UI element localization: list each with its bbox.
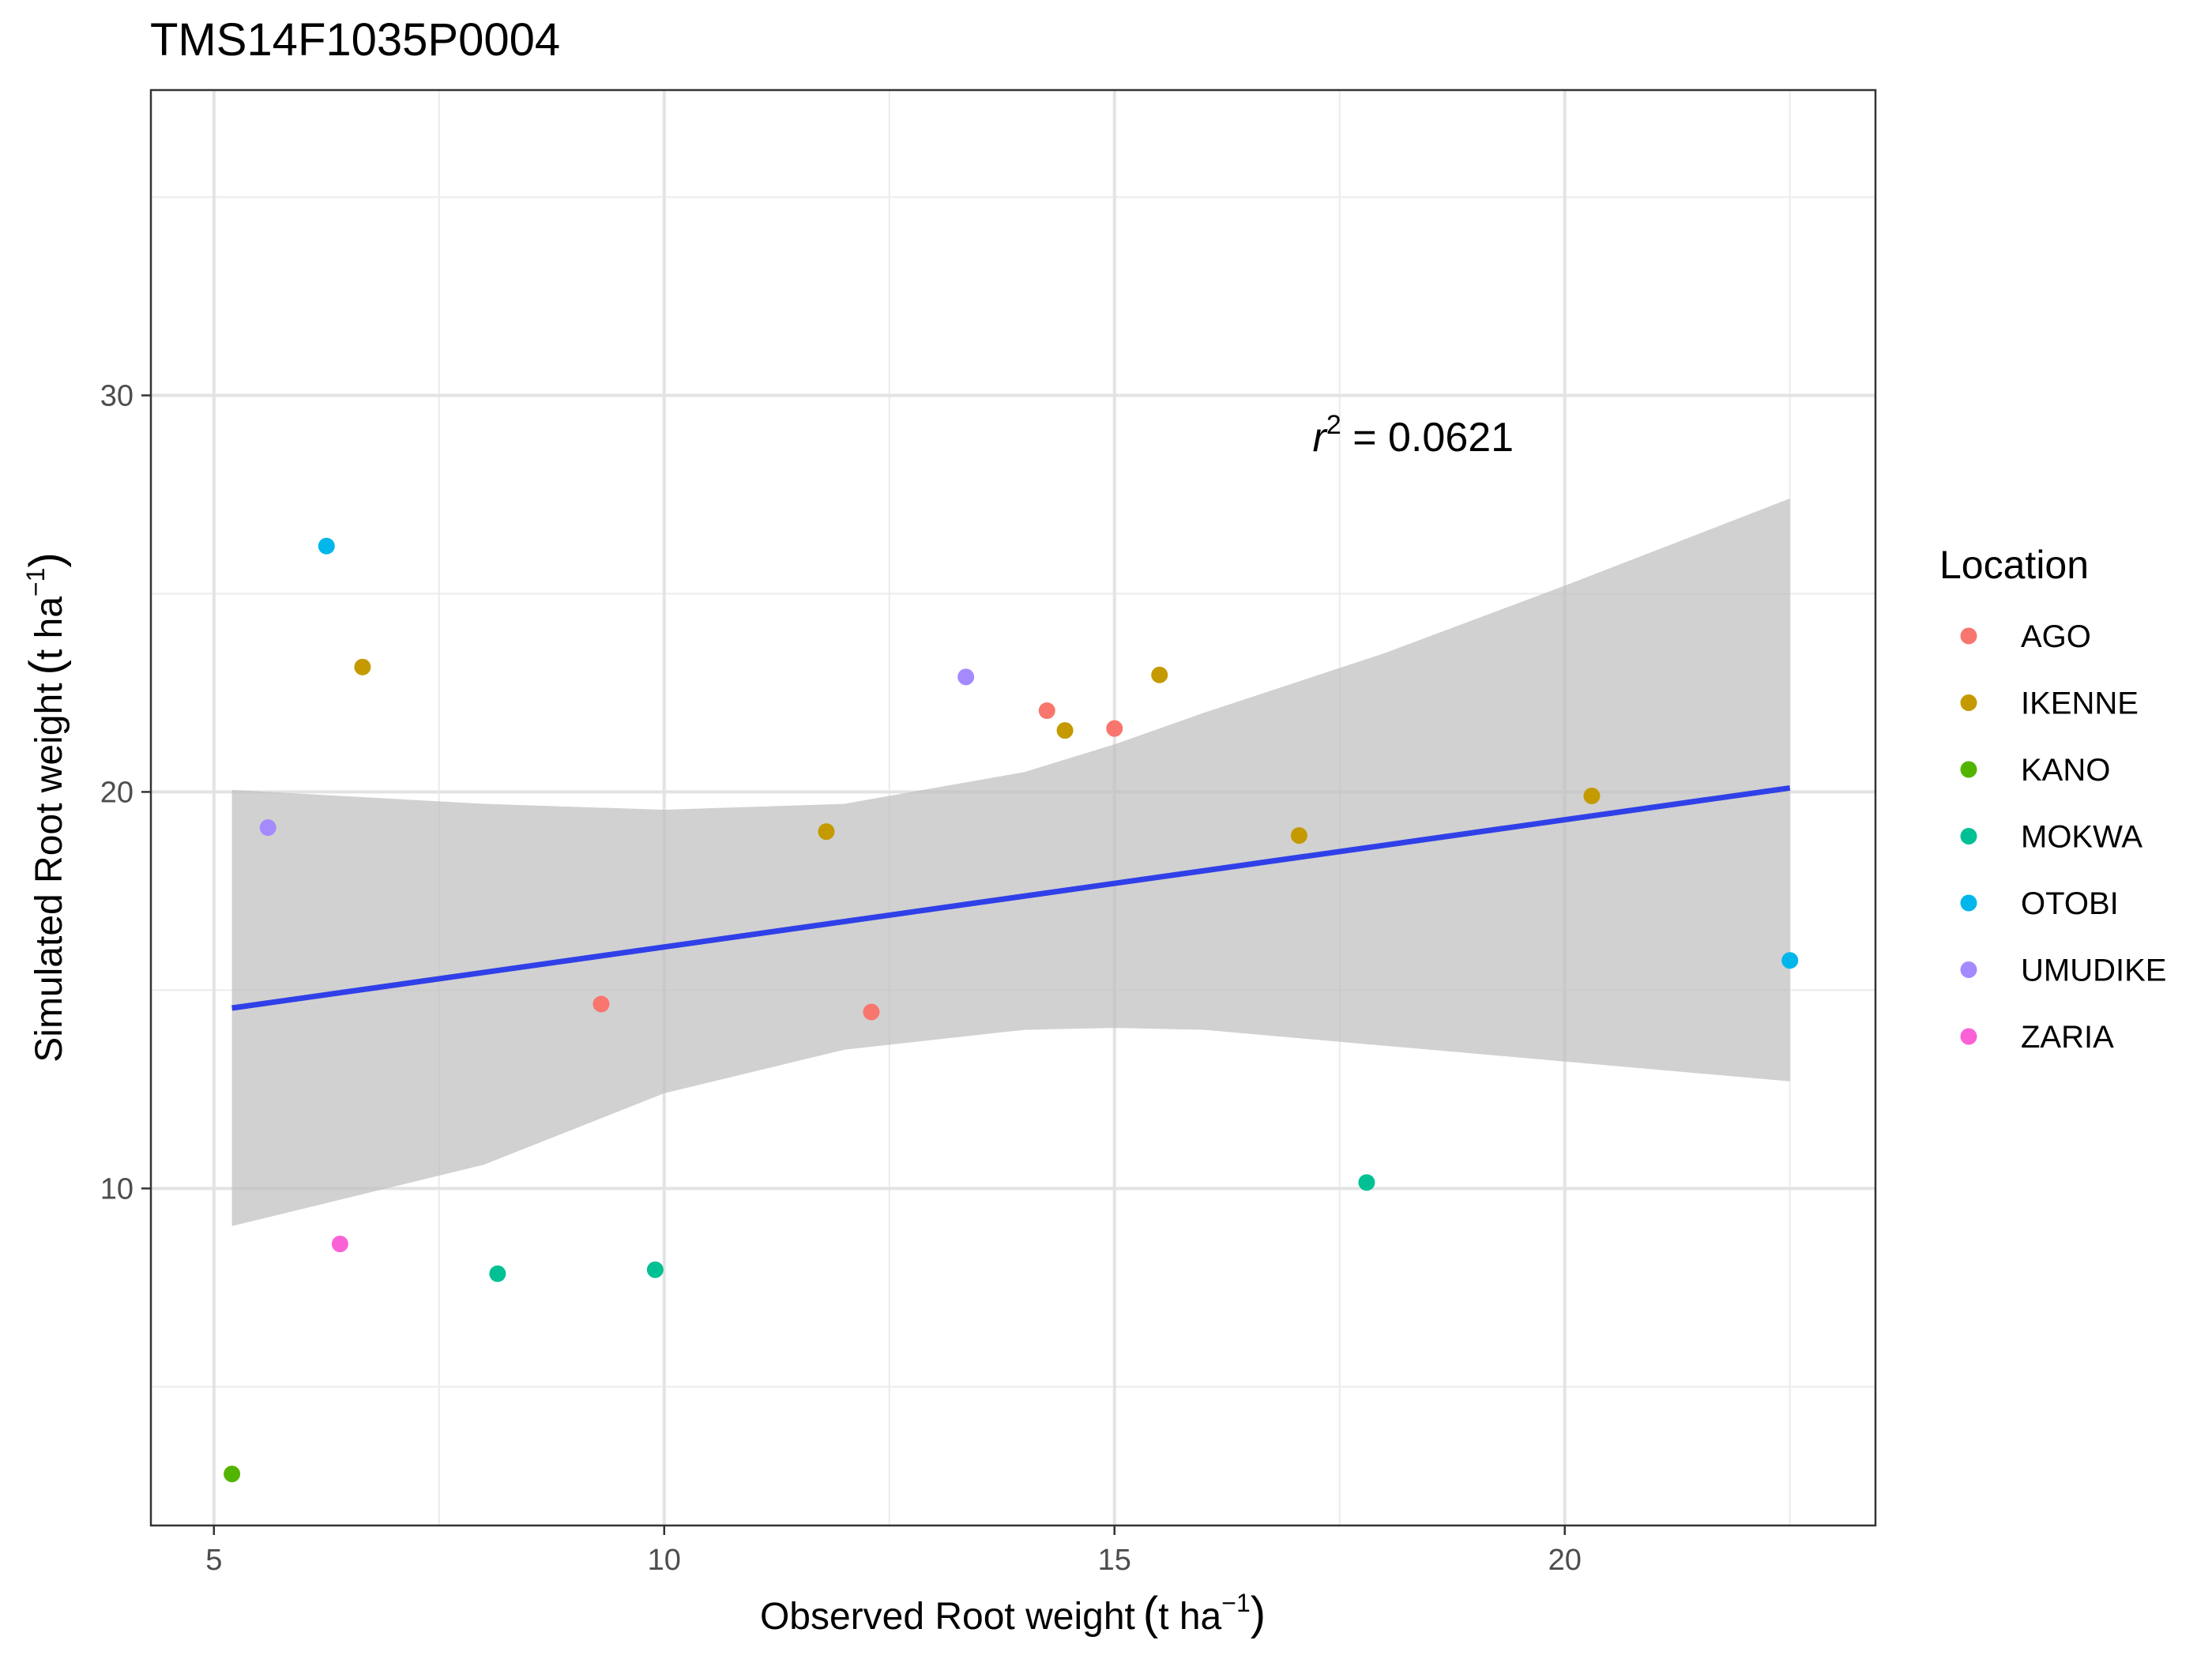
y-axis-unit-sup: −1: [21, 568, 50, 596]
fit-line-group: [231, 784, 1791, 1011]
legend-label-mokwa: MOKWA: [2021, 820, 2142, 855]
y-tick-label: 30: [100, 379, 134, 412]
legend-key-mokwa: [1960, 828, 1977, 845]
y-axis-unit-open: (: [21, 660, 72, 675]
y-axis-ticks: 10 20 30: [100, 379, 151, 1206]
chart-title: TMS14F1035P0004: [150, 14, 560, 66]
legend-label-otobi: OTOBI: [2021, 886, 2119, 921]
point-mokwa: [1358, 1174, 1375, 1191]
y-tick-label: 10: [100, 1172, 134, 1206]
point-ikenne: [1151, 666, 1168, 683]
x-axis-ticks: 5 10 15 20: [205, 1525, 1582, 1577]
annotation-value: = 0.0621: [1341, 415, 1514, 461]
x-tick-label: 10: [648, 1544, 681, 1577]
point-ikenne: [818, 823, 835, 841]
point-kano: [224, 1465, 241, 1483]
y-axis-title: Simulated Root weight (t ha−1): [21, 552, 72, 1062]
point-ago: [1038, 702, 1055, 720]
legend-label-umudike: UMUDIKE: [2021, 954, 2166, 988]
x-axis-title: Observed Root weight (t ha−1): [760, 1588, 1266, 1639]
plot-area: [149, 88, 1877, 1527]
x-axis-unit-text: t ha: [1158, 1596, 1221, 1638]
annotation-sup: 2: [1326, 410, 1341, 440]
legend-entries: AGO IKENNE KANO MOKWA OTOBI UMUDIKE ZARIA: [1960, 619, 2166, 1055]
confidence-band-group: [231, 498, 1790, 1226]
data-points: [224, 537, 1799, 1483]
x-tick-label: 5: [205, 1544, 222, 1577]
legend-label-ikenne: IKENNE: [2021, 687, 2139, 721]
legend-key-kano: [1960, 761, 1977, 778]
point-ago: [863, 1003, 880, 1021]
legend-key-zaria: [1960, 1028, 1977, 1045]
legend-key-umudike: [1960, 961, 1977, 978]
legend-label-kano: KANO: [2021, 753, 2110, 788]
legend-label-zaria: ZARIA: [2021, 1020, 2114, 1055]
x-axis-unit-sup: −1: [1221, 1589, 1250, 1617]
plot-border: [149, 88, 1877, 1527]
x-tick-label: 15: [1098, 1544, 1131, 1577]
point-ikenne: [1290, 827, 1307, 845]
point-zaria: [331, 1236, 348, 1253]
y-axis-unit-text: t ha: [28, 596, 70, 660]
point-ago: [592, 995, 610, 1013]
point-mokwa: [489, 1265, 506, 1282]
y-tick-label: 20: [100, 776, 134, 809]
x-axis-unit-open: (: [1143, 1588, 1158, 1639]
point-ikenne: [354, 658, 371, 675]
legend-key-ikenne: [1960, 694, 1977, 711]
y-axis-unit-close: ): [21, 552, 72, 567]
x-axis-unit-close: ): [1251, 1588, 1266, 1639]
confidence-band: [231, 498, 1790, 1226]
y-axis-title-main: Simulated Root weight: [28, 683, 70, 1062]
point-umudike: [957, 668, 975, 686]
annotation-r: r: [1313, 415, 1329, 461]
legend-title: Location: [1939, 543, 2089, 587]
point-mokwa: [646, 1261, 664, 1278]
point-ikenne: [1583, 787, 1601, 804]
fit-line: [231, 784, 1791, 1011]
annotation-r-squared: r2 = 0.0621: [1313, 410, 1514, 461]
legend-label-ago: AGO: [2021, 619, 2091, 654]
point-otobi: [1781, 952, 1799, 969]
x-tick-label: 20: [1548, 1544, 1582, 1577]
point-ago: [1106, 720, 1123, 737]
point-umudike: [259, 819, 276, 837]
point-otobi: [318, 537, 335, 555]
legend-key-ago: [1960, 627, 1977, 645]
legend: Location AGO IKENNE KANO MOKWA OTOBI UMUDIKE Z…: [1939, 543, 2166, 1055]
x-axis-title-main: Observed Root weight: [760, 1596, 1135, 1638]
legend-key-otobi: [1960, 894, 1977, 912]
point-ikenne: [1056, 722, 1074, 739]
